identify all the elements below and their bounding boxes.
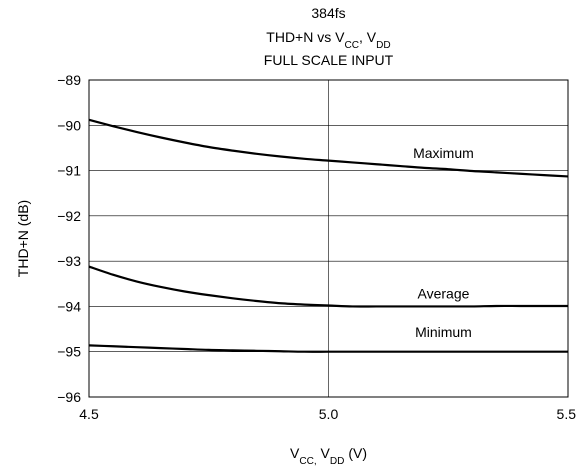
y-tick-label: −94 xyxy=(57,298,81,314)
y-tick-label: −95 xyxy=(57,344,81,360)
chart-title-line: FULL SCALE INPUT xyxy=(264,52,394,68)
series-line-average xyxy=(88,265,568,308)
x-axis-label: VCC, VDD (V) xyxy=(290,445,367,467)
y-axis-label: THD+N (dB) xyxy=(15,200,31,277)
chart-title-line: THD+N vs VCC, VDD xyxy=(266,29,390,51)
y-tick-label: −92 xyxy=(57,208,81,224)
y-tick-label: −96 xyxy=(57,389,81,405)
y-tick-label: −91 xyxy=(57,163,81,179)
y-tick-label: −89 xyxy=(57,72,81,88)
y-tick-label: −90 xyxy=(57,117,81,133)
series-label-maximum: Maximum xyxy=(413,145,474,161)
series-label-minimum: Minimum xyxy=(415,324,472,340)
plot-frame xyxy=(88,79,569,398)
chart-title-line: 384fs xyxy=(311,5,345,21)
series-label-average: Average xyxy=(418,285,470,301)
x-tick-label: 4.5 xyxy=(79,406,99,422)
y-tick-label: −93 xyxy=(57,253,81,269)
series-line-minimum xyxy=(88,344,568,353)
x-tick-label: 5.5 xyxy=(557,406,577,422)
x-tick-label: 5.0 xyxy=(319,406,339,422)
series-line-maximum xyxy=(88,118,569,178)
